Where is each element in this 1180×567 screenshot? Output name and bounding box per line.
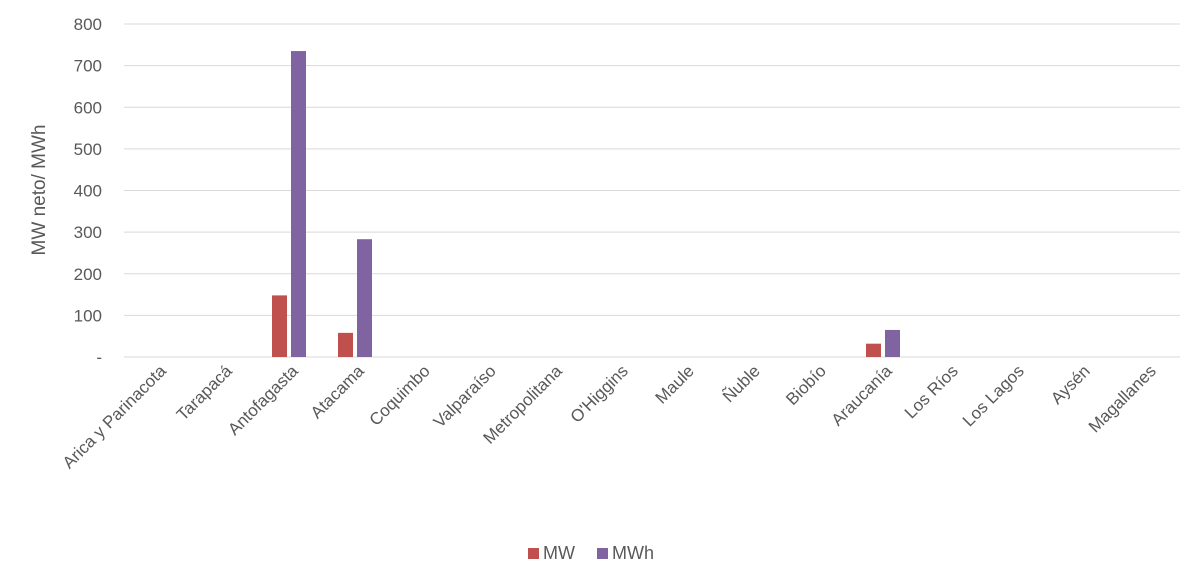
x-category-label: Arica y Parinacota — [59, 361, 170, 472]
x-category-label: Maule — [652, 361, 698, 407]
y-tick-label: - — [96, 348, 102, 367]
x-category-label: Aysén — [1047, 361, 1094, 408]
x-category-label: Atacama — [307, 361, 368, 422]
y-tick-label: 200 — [74, 265, 102, 284]
x-category-label: Araucanía — [828, 361, 897, 430]
y-tick-label: 500 — [74, 140, 102, 159]
bar-mwh-11 — [885, 329, 900, 357]
x-category-label: Valparaíso — [430, 361, 500, 431]
bar-mwh-2 — [291, 51, 306, 358]
bar-mw-2 — [272, 295, 287, 357]
x-category-label: Ñuble — [719, 361, 764, 406]
y-tick-label: 600 — [74, 98, 102, 117]
y-tick-label: 300 — [74, 223, 102, 242]
x-category-label: Magallanes — [1085, 361, 1160, 436]
y-tick-label: 100 — [74, 306, 102, 325]
legend-label-mw: MW — [543, 543, 575, 563]
x-category-label: Coquimbo — [366, 361, 434, 429]
y-tick-label: 700 — [74, 57, 102, 76]
legend-label-mwh: MWh — [612, 543, 654, 563]
legend: MW MWh — [528, 543, 654, 563]
x-category-label: Antofagasta — [224, 361, 302, 439]
y-axis-label: MW neto/ MWh — [29, 125, 50, 256]
x-category-label: Biobío — [782, 361, 830, 409]
legend-swatch-mwh — [597, 548, 608, 559]
legend-swatch-mw — [528, 548, 539, 559]
bar-mw-11 — [866, 343, 881, 357]
bars — [272, 51, 900, 358]
y-tick-label: 400 — [74, 182, 102, 201]
bar-mwh-3 — [357, 239, 372, 357]
x-category-label: Los Ríos — [901, 361, 962, 422]
bar-mw-3 — [338, 332, 353, 357]
y-axis-ticks: - 100 200 300 400 500 600 700 800 — [74, 15, 102, 367]
x-category-label: Tarapacá — [173, 361, 236, 424]
x-category-label: O'Higgins — [567, 361, 632, 426]
y-tick-label: 800 — [74, 15, 102, 34]
x-category-label: Los Lagos — [959, 361, 1028, 430]
